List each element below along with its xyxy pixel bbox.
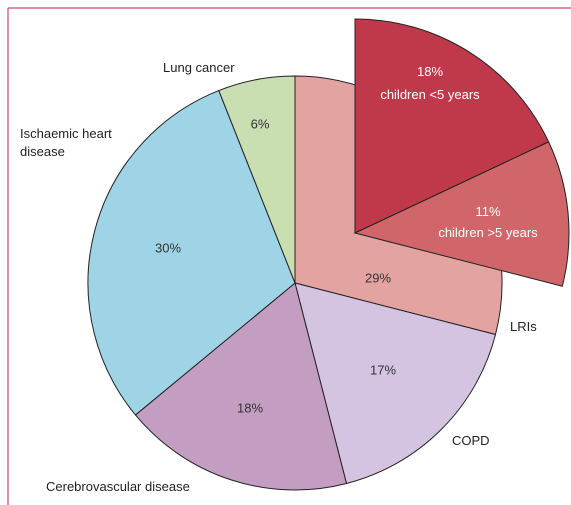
slice-value-label: 17% — [369, 362, 397, 378]
pie-slice — [294, 282, 497, 485]
slice-label: Lung cancer — [163, 60, 235, 75]
exploded-label: children <5 years — [380, 87, 480, 102]
slice-value-label: 6% — [250, 116, 270, 132]
slice-label: LRIs — [510, 319, 537, 334]
exploded-slice — [353, 141, 570, 287]
pie-slice — [134, 282, 348, 491]
pie-slice — [218, 75, 296, 284]
exploded-value-label: 11% — [475, 204, 501, 219]
slice-label: Cerebrovascular disease — [46, 479, 190, 494]
slice-value-label: 30% — [154, 240, 182, 256]
exploded-slice — [354, 18, 550, 234]
slice-value-label: 18% — [236, 400, 264, 416]
pie-slice — [87, 89, 296, 416]
slice-value-label: 29% — [364, 270, 392, 286]
exploded-label: children >5 years — [438, 225, 538, 240]
slice-label: Ischaemic heart disease — [20, 126, 112, 159]
slice-label: COPD — [452, 433, 490, 448]
exploded-value-label: 18% — [416, 64, 444, 79]
